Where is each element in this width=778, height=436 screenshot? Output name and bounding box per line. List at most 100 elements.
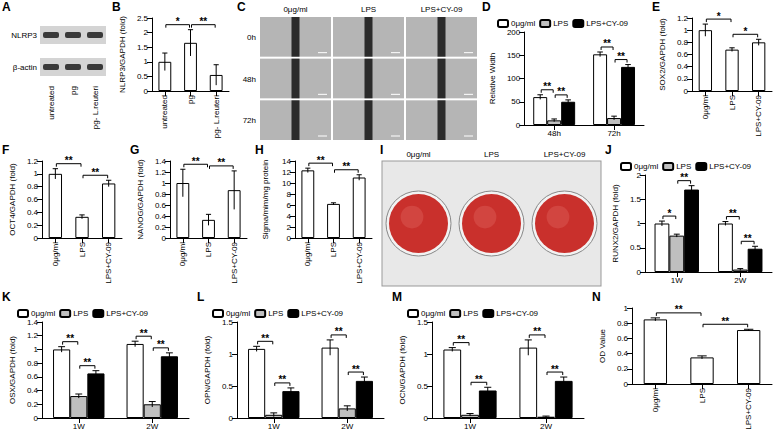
svg-text:0.4: 0.4 bbox=[155, 212, 167, 221]
svg-text:Relative Width: Relative Width bbox=[488, 53, 497, 105]
svg-text:0.8: 0.8 bbox=[677, 38, 689, 47]
svg-text:2.5: 2.5 bbox=[137, 14, 149, 23]
svg-text:2: 2 bbox=[637, 171, 642, 180]
svg-text:untreated: untreated bbox=[160, 95, 169, 129]
svg-text:**: ** bbox=[317, 155, 325, 166]
svg-text:1.4: 1.4 bbox=[155, 157, 167, 166]
svg-text:0.5: 0.5 bbox=[222, 382, 234, 391]
svg-text:Sigma/mim/mg protein: Sigma/mim/mg protein bbox=[261, 159, 270, 239]
svg-text:0.4: 0.4 bbox=[27, 208, 39, 217]
svg-text:LPS: LPS bbox=[204, 242, 213, 257]
svg-text:0.5: 0.5 bbox=[417, 382, 429, 391]
svg-text:**: ** bbox=[65, 155, 73, 166]
svg-text:**: ** bbox=[192, 156, 200, 167]
svg-text:0: 0 bbox=[684, 87, 689, 96]
svg-text:100: 100 bbox=[507, 74, 521, 83]
svg-text:4: 4 bbox=[287, 212, 292, 221]
svg-text:0μg/ml: 0μg/ml bbox=[701, 95, 710, 119]
svg-text:0.6: 0.6 bbox=[617, 334, 629, 343]
svg-text:1: 1 bbox=[229, 350, 234, 359]
svg-text:200: 200 bbox=[507, 28, 521, 37]
svg-text:1.2: 1.2 bbox=[155, 168, 167, 177]
svg-text:**: ** bbox=[157, 339, 165, 350]
svg-text:LPS+CY-09: LPS+CY-09 bbox=[355, 241, 364, 283]
svg-text:0μg/ml: 0μg/ml bbox=[226, 309, 250, 318]
svg-text:8: 8 bbox=[287, 190, 292, 199]
svg-text:0μg/ml: 0μg/ml bbox=[421, 309, 445, 318]
svg-text:**: ** bbox=[551, 364, 559, 375]
svg-text:LPS: LPS bbox=[553, 19, 568, 28]
svg-text:1W: 1W bbox=[671, 276, 683, 285]
svg-text:**: ** bbox=[729, 208, 737, 219]
svg-text:0.8: 0.8 bbox=[27, 182, 39, 191]
svg-text:1.5: 1.5 bbox=[222, 318, 234, 327]
svg-text:NLRP3: NLRP3 bbox=[11, 31, 37, 40]
svg-text:150: 150 bbox=[507, 51, 521, 60]
svg-text:72h: 72h bbox=[243, 116, 256, 125]
svg-text:**: ** bbox=[342, 161, 350, 172]
svg-text:β-actin: β-actin bbox=[13, 63, 37, 72]
svg-text:0.6: 0.6 bbox=[27, 195, 39, 204]
svg-text:1.5: 1.5 bbox=[417, 318, 429, 327]
svg-text:0.5: 0.5 bbox=[630, 243, 642, 252]
svg-text:0μg/ml: 0μg/ml bbox=[51, 242, 60, 266]
svg-text:**: ** bbox=[603, 38, 611, 49]
svg-text:0μg/ml: 0μg/ml bbox=[283, 5, 307, 14]
svg-text:0.5: 0.5 bbox=[137, 72, 149, 81]
svg-text:**: ** bbox=[543, 81, 551, 92]
svg-text:0.6: 0.6 bbox=[155, 201, 167, 210]
svg-text:LPS+CY-09: LPS+CY-09 bbox=[421, 5, 463, 14]
svg-text:0.4: 0.4 bbox=[617, 349, 629, 358]
svg-text:0.2: 0.2 bbox=[155, 223, 167, 232]
svg-text:1.5: 1.5 bbox=[137, 43, 149, 52]
svg-text:48h: 48h bbox=[548, 129, 561, 138]
svg-text:0: 0 bbox=[516, 121, 521, 130]
svg-text:**: ** bbox=[91, 167, 99, 178]
svg-text:OPN/GAPDH (fold): OPN/GAPDH (fold) bbox=[203, 335, 212, 404]
svg-text:*: * bbox=[176, 16, 180, 27]
svg-text:1W: 1W bbox=[268, 422, 280, 431]
svg-text:0μg/ml: 0μg/ml bbox=[511, 19, 535, 28]
svg-text:1: 1 bbox=[34, 169, 39, 178]
svg-text:**: ** bbox=[217, 157, 225, 168]
svg-text:**: ** bbox=[475, 374, 483, 385]
svg-text:12: 12 bbox=[282, 168, 291, 177]
svg-text:0μg/ml: 0μg/ml bbox=[31, 309, 55, 318]
svg-text:LPS: LPS bbox=[73, 309, 88, 318]
svg-text:**: ** bbox=[457, 334, 465, 345]
svg-text:2W: 2W bbox=[540, 422, 552, 431]
svg-text:LPS+CY-09: LPS+CY-09 bbox=[104, 241, 113, 283]
svg-text:0h: 0h bbox=[247, 33, 256, 42]
svg-text:0μg/ml: 0μg/ml bbox=[634, 162, 658, 171]
svg-text:**: ** bbox=[335, 326, 343, 337]
svg-text:**: ** bbox=[533, 326, 541, 337]
svg-text:**: ** bbox=[352, 364, 360, 375]
svg-text:OD Value: OD Value bbox=[598, 328, 607, 363]
svg-text:2: 2 bbox=[144, 28, 149, 37]
svg-text:**: ** bbox=[278, 374, 286, 385]
svg-text:0: 0 bbox=[144, 87, 149, 96]
svg-text:0: 0 bbox=[624, 380, 629, 389]
svg-text:0.2: 0.2 bbox=[617, 364, 629, 373]
svg-text:1W: 1W bbox=[73, 422, 85, 431]
svg-text:0.2: 0.2 bbox=[27, 400, 39, 409]
svg-text:2W: 2W bbox=[146, 422, 158, 431]
svg-text:**: ** bbox=[66, 333, 74, 344]
svg-text:LPS: LPS bbox=[78, 242, 87, 257]
svg-text:**: ** bbox=[199, 16, 207, 27]
svg-text:0: 0 bbox=[229, 414, 234, 423]
svg-text:LPS: LPS bbox=[268, 309, 283, 318]
svg-text:0μg/ml: 0μg/ml bbox=[651, 388, 660, 412]
svg-text:2: 2 bbox=[287, 223, 292, 232]
svg-text:1.2: 1.2 bbox=[677, 14, 689, 23]
svg-text:0.4: 0.4 bbox=[677, 62, 689, 71]
svg-text:6: 6 bbox=[287, 201, 292, 210]
svg-text:0.2: 0.2 bbox=[677, 74, 689, 83]
svg-text:1: 1 bbox=[637, 219, 642, 228]
svg-text:*: * bbox=[667, 208, 671, 219]
svg-text:1: 1 bbox=[144, 57, 149, 66]
svg-text:LPS+CY-09: LPS+CY-09 bbox=[301, 309, 343, 318]
svg-text:LPS+CY-09: LPS+CY-09 bbox=[754, 94, 763, 136]
svg-text:1: 1 bbox=[624, 304, 629, 313]
svg-text:**: ** bbox=[140, 328, 148, 339]
